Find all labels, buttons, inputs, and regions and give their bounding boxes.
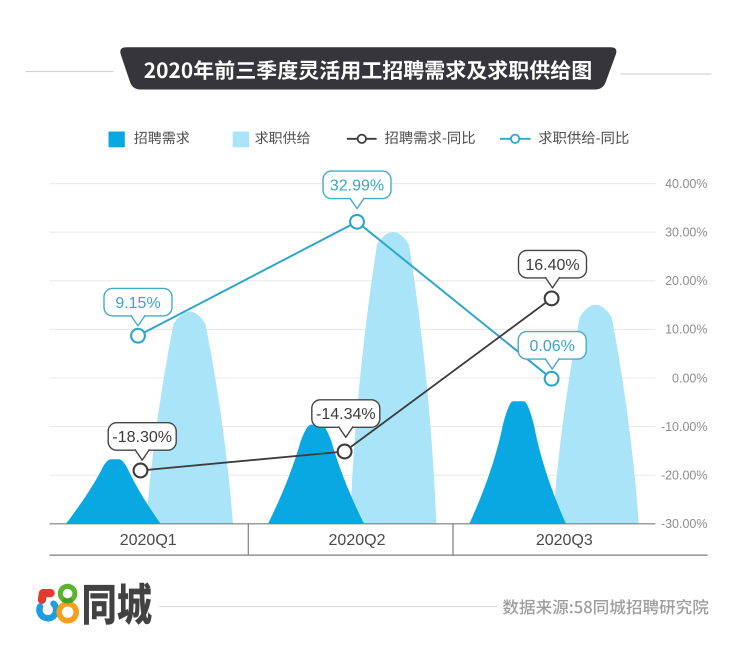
svg-text:2020Q3: 2020Q3 (536, 532, 593, 549)
svg-text:0.06%: 0.06% (530, 338, 575, 355)
svg-text:20.00%: 20.00% (665, 274, 707, 288)
svg-text:-18.30%: -18.30% (112, 429, 172, 446)
svg-text:2020Q2: 2020Q2 (329, 532, 386, 549)
svg-text:40.00%: 40.00% (665, 177, 707, 191)
svg-text:0.00%: 0.00% (672, 371, 707, 385)
svg-text:16.40%: 16.40% (525, 257, 579, 274)
svg-text:32.99%: 32.99% (330, 177, 384, 194)
svg-text:2020Q1: 2020Q1 (120, 532, 177, 549)
svg-text:-14.34%: -14.34% (316, 406, 376, 423)
svg-text:10.00%: 10.00% (665, 323, 707, 337)
svg-text:9.15%: 9.15% (115, 295, 160, 312)
svg-text:-10.00%: -10.00% (661, 420, 708, 434)
svg-text:-20.00%: -20.00% (661, 469, 708, 483)
svg-text:-30.00%: -30.00% (661, 517, 708, 531)
svg-text:30.00%: 30.00% (665, 226, 707, 240)
